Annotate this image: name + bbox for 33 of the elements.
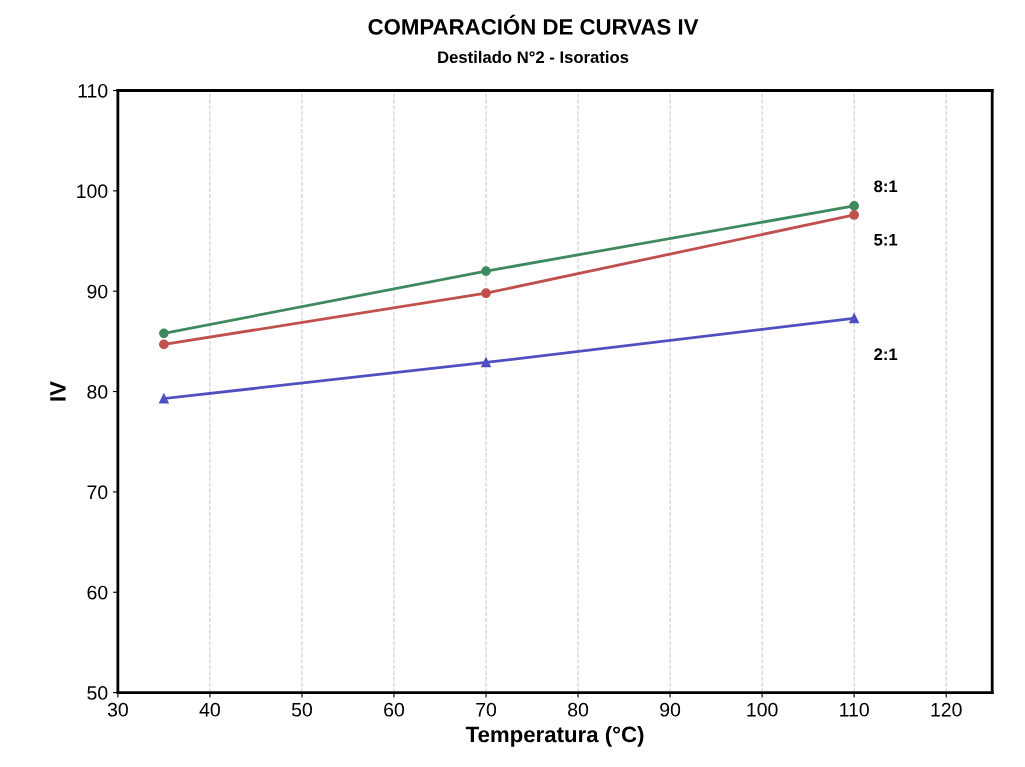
point xyxy=(481,266,491,276)
series-label: 2:1 xyxy=(874,348,898,360)
point xyxy=(849,210,860,220)
x-axis-title: Temperatura (°C) xyxy=(465,726,644,747)
x-tick-label: 110 xyxy=(840,702,869,717)
point xyxy=(159,339,169,350)
y-tick-label: 60 xyxy=(87,585,108,600)
y-tick-label: 100 xyxy=(77,184,108,199)
x-tick-label: 90 xyxy=(660,702,681,717)
chart-subtitle: Destilado N°2 - Isoratios xyxy=(438,50,629,64)
series-label: 5:1 xyxy=(874,234,898,246)
point xyxy=(159,328,169,339)
x-tick-label: 30 xyxy=(107,702,128,717)
point xyxy=(849,313,860,324)
x-tick-label: 120 xyxy=(931,702,962,717)
point xyxy=(481,357,491,368)
series-label: 8:1 xyxy=(874,180,898,193)
y-tick-label: 80 xyxy=(87,385,108,399)
x-tick-label: 60 xyxy=(384,702,405,717)
x-tick-label: 50 xyxy=(291,702,312,717)
x-tick-label: 70 xyxy=(476,702,497,717)
y-axis-title: IV xyxy=(50,381,66,401)
y-tick-label: 50 xyxy=(87,686,108,700)
x-tick-label: 80 xyxy=(568,702,589,717)
chart-title: COMPARACIÓN DE CURVAS IV xyxy=(368,14,699,35)
point xyxy=(159,393,169,404)
point xyxy=(481,288,491,299)
y-tick-label: 110 xyxy=(78,83,108,98)
point xyxy=(849,201,860,211)
y-tick-label: 70 xyxy=(87,485,108,500)
x-tick-label: 40 xyxy=(199,702,220,717)
x-tick-label: 100 xyxy=(747,702,778,717)
y-tick-label: 90 xyxy=(87,284,108,299)
